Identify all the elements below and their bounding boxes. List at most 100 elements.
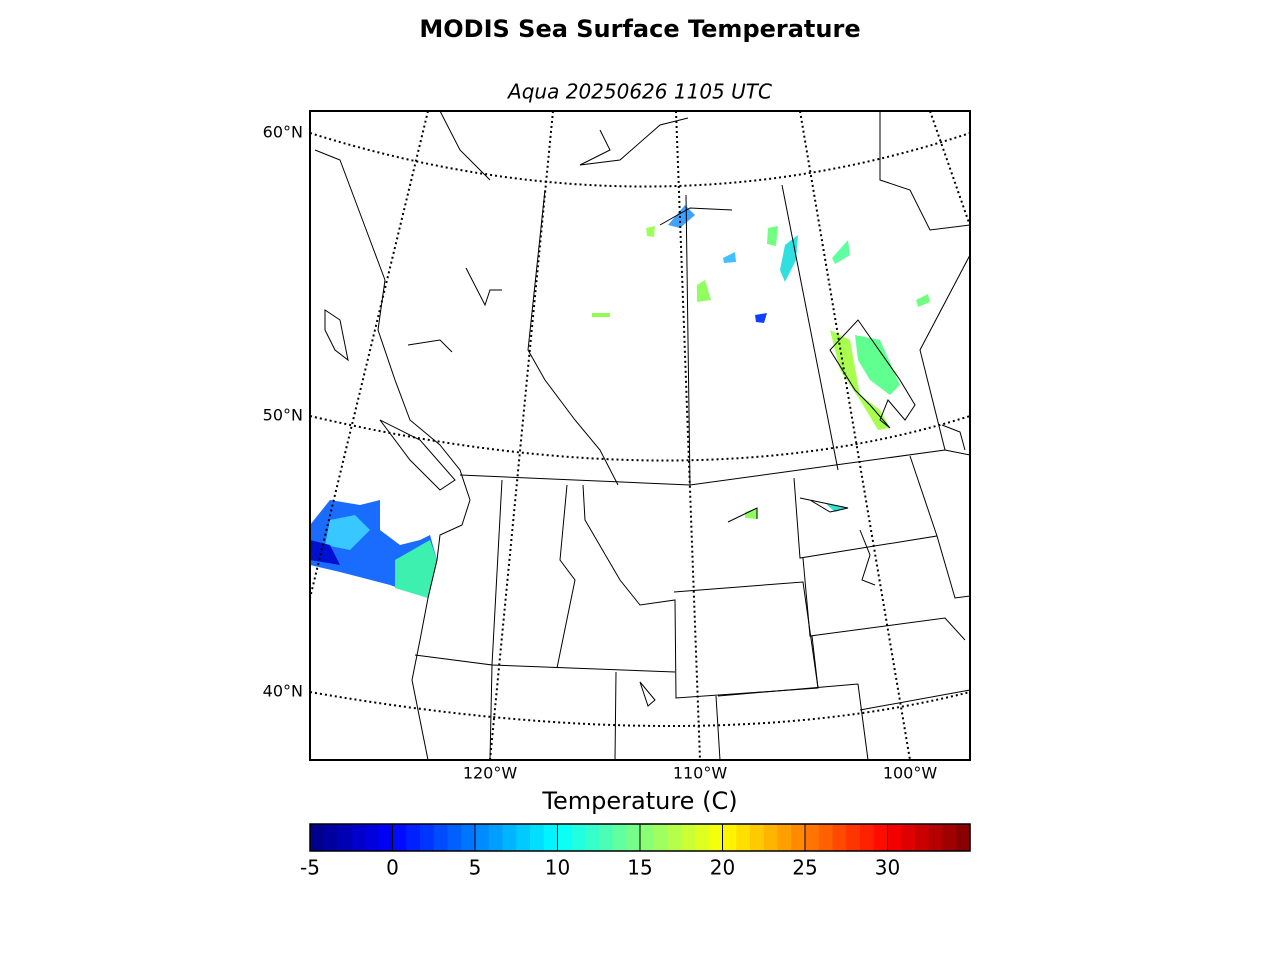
coastline: [379, 419, 456, 491]
colorbar-tick-label: 20: [710, 856, 735, 880]
sst-patch: [780, 235, 798, 282]
colorbar-segment: [915, 824, 930, 851]
colorbar-segment: [598, 824, 614, 851]
sst-patch: [646, 226, 655, 237]
colorbar-segment: [695, 824, 710, 851]
colorbar-segment: [956, 824, 971, 851]
colorbar-tick-label: 10: [545, 856, 570, 880]
colorbar-segment: [805, 824, 820, 851]
colorbar-segment: [612, 824, 627, 851]
sst-patch: [767, 226, 778, 246]
colorbar-segment: [406, 824, 421, 851]
parallel: [310, 132, 970, 188]
lat-label: 60°N: [263, 123, 303, 142]
sst-patch: [830, 330, 890, 430]
colorbar-tick-label: 25: [792, 856, 817, 880]
lon-label: 120°W: [463, 764, 518, 783]
map-frame: [309, 110, 971, 761]
colorbar-segment: [461, 824, 476, 851]
colorbar-segment: [378, 824, 394, 851]
colorbar-label: Temperature (C): [541, 787, 737, 815]
colorbar-tick-label: 0: [386, 856, 399, 880]
colorbar-segment: [571, 824, 586, 851]
meridian: [929, 111, 970, 229]
map: 60°N 50°N 40°N 120°W 110°W 100°W: [263, 110, 971, 783]
colorbar-segment: [942, 824, 957, 851]
sst-patch: [723, 252, 736, 263]
colorbar-segment: [516, 824, 531, 851]
colorbar-segment: [763, 824, 779, 851]
colorbar-segment: [791, 824, 806, 851]
title: MODIS Sea Surface Temperature: [419, 15, 860, 43]
coastline: [324, 309, 349, 362]
subtitle: Aqua 20250626 1105 UTC: [506, 80, 772, 104]
parallel: [310, 691, 970, 727]
colorbar-segment: [420, 824, 435, 851]
lon-label: 100°W: [883, 764, 938, 783]
colorbar-segment: [543, 824, 559, 851]
colorbar-segment: [846, 824, 861, 851]
coastline: [439, 111, 491, 181]
colorbar-segment: [653, 824, 669, 851]
border: [811, 455, 938, 689]
colorbar-segment: [736, 824, 751, 851]
border: [614, 671, 617, 760]
lon-label: 110°W: [673, 764, 728, 783]
coastline: [941, 424, 966, 451]
coastline: [879, 111, 970, 231]
meridian: [310, 111, 429, 599]
colorbar-segment: [392, 824, 407, 851]
border: [527, 189, 619, 486]
meridian: [675, 111, 701, 760]
sst-patch: [855, 335, 900, 395]
colorbar-segment: [667, 824, 682, 851]
colorbar-segment: [557, 824, 572, 851]
sst-patch: [592, 313, 610, 317]
sst-patch: [310, 540, 340, 565]
border: [859, 689, 970, 711]
colorbar-tick-label: 15: [627, 856, 652, 880]
colorbar-segment: [832, 824, 847, 851]
colorbar-segment: [365, 824, 380, 851]
lake: [799, 497, 849, 513]
sst-patch: [745, 508, 757, 519]
colorbar-segment: [681, 824, 696, 851]
colorbar-segment: [351, 824, 366, 851]
colorbar-segment: [887, 824, 902, 851]
coastline: [407, 339, 453, 353]
border: [781, 184, 839, 471]
colorbar-segment: [337, 824, 352, 851]
coastline: [579, 117, 689, 166]
border: [582, 484, 819, 699]
colorbar-segment: [323, 824, 339, 851]
sst-patch: [755, 313, 767, 323]
parallel: [310, 415, 970, 462]
coastline: [465, 267, 502, 307]
border: [556, 484, 576, 669]
colorbar-segment: [488, 824, 504, 851]
sst-patch: [697, 280, 711, 302]
colorbar-segment: [818, 824, 834, 851]
colorbar-segment: [475, 824, 490, 851]
lake: [639, 681, 656, 707]
sst-patch: [832, 240, 850, 264]
lake: [829, 319, 916, 429]
colorbar-segment: [722, 824, 737, 851]
colorbar-segment: [860, 824, 875, 851]
sst-patch: [668, 205, 695, 228]
border: [459, 449, 970, 486]
sst-patch: [916, 294, 930, 307]
meridian: [489, 111, 554, 760]
lake: [859, 529, 876, 586]
colorbar-segment: [928, 824, 944, 851]
colorbar-segment: [447, 824, 462, 851]
sst-patch: [395, 540, 437, 598]
border: [414, 654, 493, 760]
lat-label: 40°N: [263, 682, 303, 701]
colorbar-segment: [750, 824, 765, 851]
colorbar-segment: [873, 824, 889, 851]
colorbar-segment: [626, 824, 641, 851]
colorbar-tick-label: 30: [875, 856, 900, 880]
